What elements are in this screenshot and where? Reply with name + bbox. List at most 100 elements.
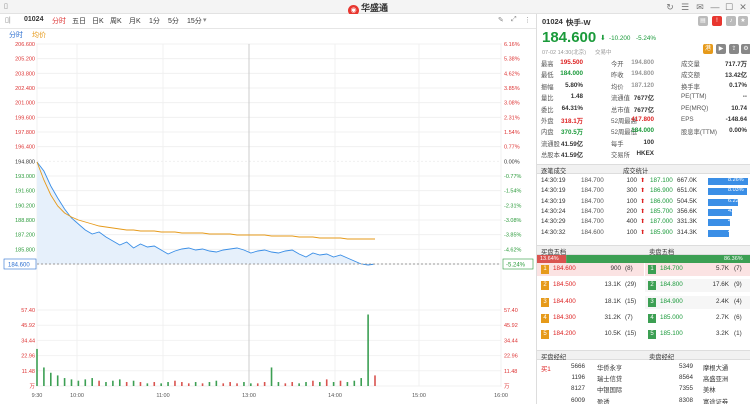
- price-change: -10.200: [609, 35, 631, 42]
- star-icon[interactable]: ★: [738, 16, 748, 26]
- refresh-icon[interactable]: ↻: [666, 2, 674, 12]
- stat-bar: [708, 188, 747, 196]
- volume-bar: [174, 380, 176, 386]
- stat-volume: 331.3K: [677, 218, 697, 226]
- buy-broker-name[interactable]: 华侨永亨: [597, 365, 623, 372]
- chart-view-icon[interactable]: ▤: [698, 16, 708, 26]
- alert-icon[interactable]: !: [712, 16, 722, 26]
- tick-volume: 100: [626, 197, 637, 205]
- tab-1min[interactable]: 1分: [149, 18, 160, 25]
- sell-orders: (4): [734, 297, 742, 305]
- price-tick-label: 193.000: [15, 174, 35, 180]
- tick-price: 184.700: [581, 177, 604, 184]
- panel-toggle-icon[interactable]: ▯: [4, 3, 8, 10]
- price-tick-label: 190.200: [15, 203, 35, 209]
- tab-15min[interactable]: 15分: [187, 18, 202, 25]
- intraday-chart[interactable]: 206.600 6.16% 205.200 5.38% 203.800 4.62% 202.…: [0, 38, 536, 404]
- buy-broker-id[interactable]: 8127: [570, 385, 585, 393]
- buy-broker-id[interactable]: 1196: [571, 374, 585, 382]
- stat-label: 委比: [541, 106, 554, 114]
- volume-bar: [187, 383, 190, 386]
- volume-bar: [250, 383, 252, 386]
- pct-tick-label: 6.16%: [504, 42, 520, 48]
- volume-bar: [167, 382, 169, 386]
- volume-tick-label-right: 11.48: [504, 369, 517, 375]
- tab-day-k[interactable]: 日K: [92, 18, 104, 25]
- volume-tick-label-right: 22.96: [504, 354, 518, 360]
- price-change-pct: -5.24%: [636, 35, 656, 42]
- more-icon[interactable]: ⋮: [524, 17, 531, 24]
- tick-price: 184.700: [581, 197, 604, 205]
- sidebar-toggle-icon[interactable]: ▯|: [5, 17, 11, 24]
- sell-level-highlight: [645, 263, 750, 276]
- volume-tick-label-right: 45.92: [504, 323, 518, 329]
- volume-tick-label-right: 34.44: [504, 338, 518, 344]
- buy-price: 184.200: [553, 330, 576, 338]
- stat-volume: 314.3K: [677, 228, 697, 236]
- bell-icon[interactable]: ♪: [726, 16, 736, 26]
- edit-icon[interactable]: ✎: [498, 17, 504, 24]
- buy-level-index: 2: [541, 281, 549, 291]
- volume-bar: [236, 383, 238, 386]
- settings-icon[interactable]: ⚙: [741, 44, 750, 54]
- stat-value: 195.500: [560, 59, 583, 66]
- up-arrow-icon: ⬆: [640, 178, 646, 184]
- pct-tick-label: -3.08%: [504, 218, 522, 224]
- buy-broker-id[interactable]: 5666: [570, 363, 585, 370]
- mail-icon[interactable]: ✉: [696, 2, 704, 12]
- stat-value: 184.000: [631, 127, 654, 135]
- time-tick-label: 11:00: [156, 393, 169, 399]
- buy-broker-name[interactable]: 瑞士信贷: [597, 376, 623, 384]
- stat-pct: 4.62%: [728, 218, 744, 225]
- stat-volume: 651.0K: [677, 187, 697, 195]
- title-bar: ▯ ◉ 华盛通 ↻ ☰ ✉ — ☐ ✕: [0, 0, 750, 16]
- sell-broker-name[interactable]: 摩根大通: [703, 365, 729, 372]
- trade-icon[interactable]: ▶: [716, 44, 726, 54]
- sell-broker-name[interactable]: 美林: [703, 387, 716, 395]
- buy-broker-id[interactable]: 6009: [570, 396, 585, 404]
- buy-broker-name[interactable]: 盈透: [597, 398, 610, 404]
- volume-bar: [70, 379, 73, 386]
- share-icon[interactable]: ⇪: [729, 44, 739, 54]
- legend-avg[interactable]: 均价: [32, 32, 46, 39]
- volume-bar: [291, 382, 294, 386]
- sell-broker-name[interactable]: 富途证券: [703, 398, 729, 404]
- buy-broker-name[interactable]: 中银国际: [597, 387, 623, 395]
- tab-five-day[interactable]: 五日: [72, 18, 86, 25]
- stat-price: 186.900: [650, 187, 673, 195]
- maximize-icon[interactable]: ☐: [724, 2, 734, 12]
- stat-value: HKEX: [636, 150, 655, 158]
- current-pct-box: [502, 258, 534, 270]
- volume-bar: [98, 380, 100, 386]
- tab-5min[interactable]: 5分: [168, 18, 179, 25]
- up-arrow-icon: ⬆: [640, 188, 646, 195]
- tab-deal-stats[interactable]: 成交统计: [623, 168, 649, 175]
- tab-week-k[interactable]: 周K: [110, 18, 122, 25]
- stat-volume: 667.0K: [677, 177, 697, 184]
- sell-broker-id[interactable]: 7355: [678, 385, 693, 393]
- time-tick-label: 13:00: [242, 393, 256, 399]
- sell-broker-name[interactable]: 高盛亚洲: [703, 376, 729, 384]
- price-area: [37, 162, 375, 265]
- book-ratio-bar: [537, 255, 750, 263]
- stat-value: 1.48: [570, 93, 583, 101]
- chevron-down-icon[interactable]: ▾: [203, 17, 207, 24]
- price-tick-label: 205.200: [15, 57, 35, 63]
- sell-broker-id[interactable]: 8308: [678, 396, 693, 404]
- sell-broker-id[interactable]: 5349: [678, 363, 693, 370]
- tab-fenshi[interactable]: 分时: [52, 18, 66, 25]
- fullscreen-icon[interactable]: ⤢: [511, 16, 517, 23]
- stat-label: 换手率: [681, 83, 700, 91]
- close-icon[interactable]: ✕: [739, 2, 747, 12]
- sell-broker-id[interactable]: 8564: [678, 374, 693, 382]
- buy-price: 184.500: [553, 281, 576, 289]
- volume-bar: [319, 382, 321, 386]
- tab-ticks[interactable]: 逐笔成交: [541, 168, 567, 175]
- tick-time: 14:30:32: [541, 228, 566, 236]
- volume-tick-label: 万: [29, 383, 35, 390]
- menu-icon[interactable]: ☰: [680, 2, 690, 12]
- legend-fenshi[interactable]: 分时: [9, 32, 23, 39]
- tick-time: 14:30:29: [541, 218, 566, 226]
- minimize-icon[interactable]: —: [710, 2, 720, 12]
- tab-month-k[interactable]: 月K: [129, 18, 141, 25]
